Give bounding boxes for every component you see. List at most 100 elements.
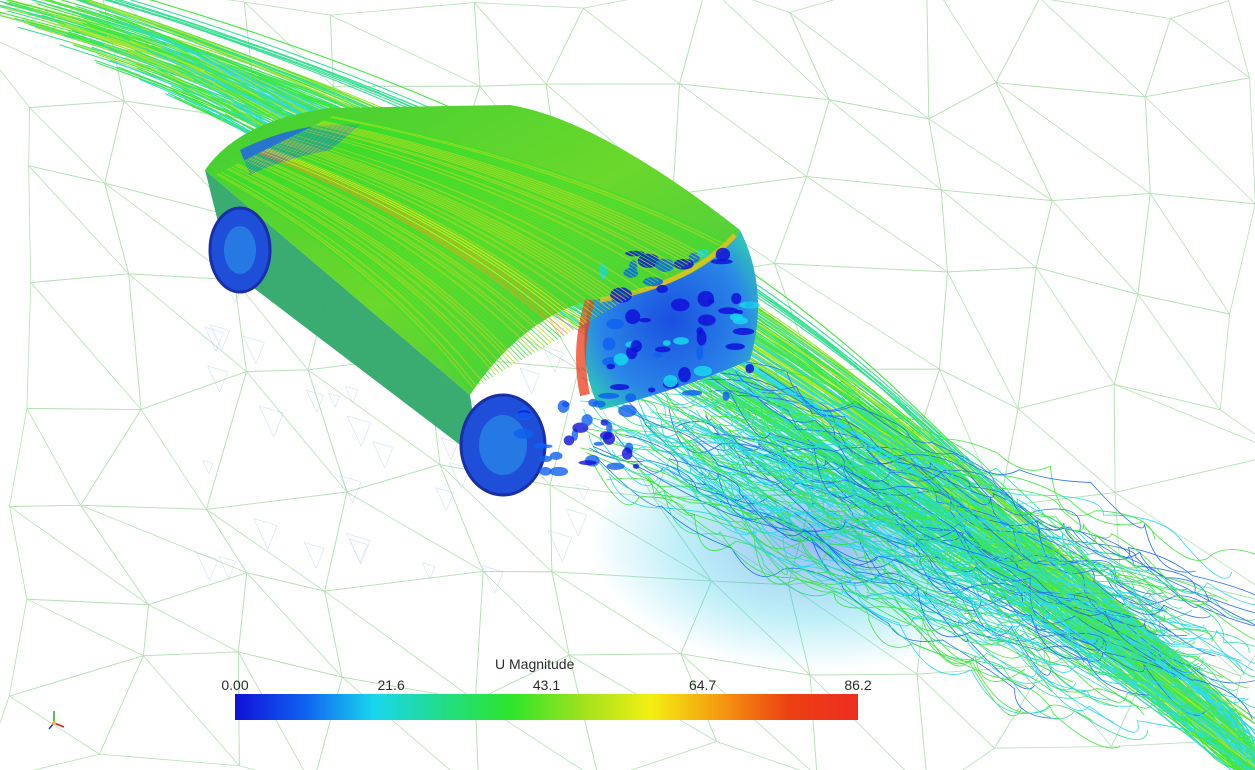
wake-streamline bbox=[595, 456, 1058, 720]
mesh-cell bbox=[28, 165, 130, 283]
wake-streamline bbox=[718, 469, 1192, 719]
mesh-cell bbox=[939, 266, 1037, 410]
fine-mesh-cell bbox=[547, 530, 573, 563]
turbulence-patch bbox=[549, 466, 569, 477]
wake-streamline bbox=[769, 402, 1183, 609]
wake-streamline bbox=[720, 397, 1228, 602]
roof-streamline bbox=[226, 168, 497, 376]
wake-streamline bbox=[580, 377, 1004, 637]
turbulence-patch bbox=[539, 466, 552, 476]
turbulence-patch bbox=[598, 392, 620, 399]
turbulence-patch bbox=[681, 389, 703, 396]
roof-streamline bbox=[258, 152, 565, 336]
wake-streamline bbox=[606, 477, 1121, 749]
turbulence-patch bbox=[732, 317, 749, 325]
turbulence-patch bbox=[696, 248, 709, 258]
wake-streamline bbox=[752, 457, 1170, 656]
wake-streamline bbox=[611, 449, 1050, 715]
fine-mesh-cell bbox=[372, 441, 394, 469]
mesh-cell bbox=[773, 176, 948, 273]
roof-streamline bbox=[243, 160, 533, 355]
roof-streamline bbox=[321, 121, 701, 258]
turbulence-patch bbox=[533, 444, 553, 449]
turbulence-patch bbox=[718, 307, 739, 315]
fine-mesh-cell bbox=[207, 365, 228, 393]
turbulence-patch bbox=[625, 393, 637, 403]
mesh-cell bbox=[8, 598, 150, 697]
wake-streamline bbox=[692, 460, 1203, 723]
fine-mesh-cell bbox=[259, 405, 284, 438]
roof-streamline bbox=[303, 130, 662, 280]
mesh-cell bbox=[1017, 266, 1139, 410]
fine-mesh-cell bbox=[303, 542, 325, 569]
colorbar bbox=[235, 694, 858, 720]
roof-streamline bbox=[279, 142, 611, 310]
turbulence-patch bbox=[648, 387, 656, 393]
fine-mesh-cell bbox=[204, 326, 224, 352]
fine-mesh-cell bbox=[346, 415, 371, 447]
wake-streamline bbox=[776, 440, 1253, 720]
turbulence-patch bbox=[606, 318, 624, 330]
fine-mesh-cell bbox=[209, 324, 230, 351]
roof-streamline bbox=[252, 155, 552, 344]
mesh-cell bbox=[789, 0, 930, 120]
turbulence-patch bbox=[606, 421, 613, 434]
mesh-cell bbox=[98, 651, 240, 767]
fine-mesh-cell bbox=[553, 314, 568, 333]
wake-streamline bbox=[650, 411, 1167, 700]
rear-turbulence-patches bbox=[513, 247, 760, 477]
turbulence-patch bbox=[621, 447, 633, 460]
roof-streamline bbox=[286, 138, 627, 301]
roof-streamline bbox=[268, 147, 588, 323]
roof-streamline bbox=[282, 140, 617, 306]
roof-streamline bbox=[319, 122, 698, 260]
fine-mesh-cell bbox=[346, 533, 371, 565]
turbulence-patch bbox=[618, 404, 637, 418]
roof-streamline bbox=[316, 123, 692, 263]
roof-streamline bbox=[273, 145, 598, 318]
wake-streamline bbox=[747, 387, 1255, 626]
turbulence-patch bbox=[663, 375, 678, 388]
wake-streamline bbox=[599, 398, 1086, 635]
roof-streamline bbox=[301, 131, 659, 282]
wake-streamline bbox=[618, 406, 1098, 645]
wake-streamline bbox=[729, 382, 1210, 603]
wake-streamline bbox=[727, 472, 1250, 704]
wake-streamline bbox=[715, 432, 1201, 673]
roof-streamline bbox=[310, 126, 679, 271]
fine-mesh-cell bbox=[481, 565, 504, 594]
turbulence-patch bbox=[549, 451, 563, 460]
roof-streamline bbox=[250, 156, 549, 346]
wake-streamline bbox=[609, 454, 1073, 683]
turbulence-patch bbox=[578, 460, 597, 466]
fine-mesh-cell bbox=[242, 335, 265, 365]
turbulence-patch bbox=[563, 435, 575, 446]
turbulence-patch bbox=[515, 412, 532, 420]
roof-streamline bbox=[244, 159, 536, 353]
car-rear-face bbox=[584, 230, 758, 410]
wake-streamline bbox=[653, 388, 1133, 625]
mesh-cell bbox=[473, 2, 584, 87]
turbulence-patch bbox=[613, 353, 629, 366]
roof-streamline bbox=[222, 170, 487, 381]
turbulence-patch bbox=[697, 314, 716, 326]
car-rear-edge bbox=[576, 298, 595, 397]
wake-streamline bbox=[758, 368, 1255, 596]
mesh-cell bbox=[940, 189, 1053, 273]
roof-streamline bbox=[325, 119, 711, 252]
fine-mesh-cell bbox=[575, 483, 590, 501]
roof-streamline bbox=[219, 172, 481, 385]
car-body bbox=[205, 105, 760, 497]
roof-streamline bbox=[280, 141, 614, 308]
roof-streamline bbox=[274, 144, 601, 316]
streamlines-front bbox=[214, 115, 727, 391]
roof-streamline bbox=[330, 116, 721, 247]
mesh-cell bbox=[926, 0, 1040, 120]
mesh-cell bbox=[1113, 383, 1255, 494]
turbulence-patch bbox=[538, 455, 552, 463]
turbulence-patch bbox=[673, 258, 694, 270]
roof-streamline bbox=[289, 137, 633, 297]
roof-streamline bbox=[225, 169, 494, 378]
turbulence-patch bbox=[670, 298, 690, 312]
